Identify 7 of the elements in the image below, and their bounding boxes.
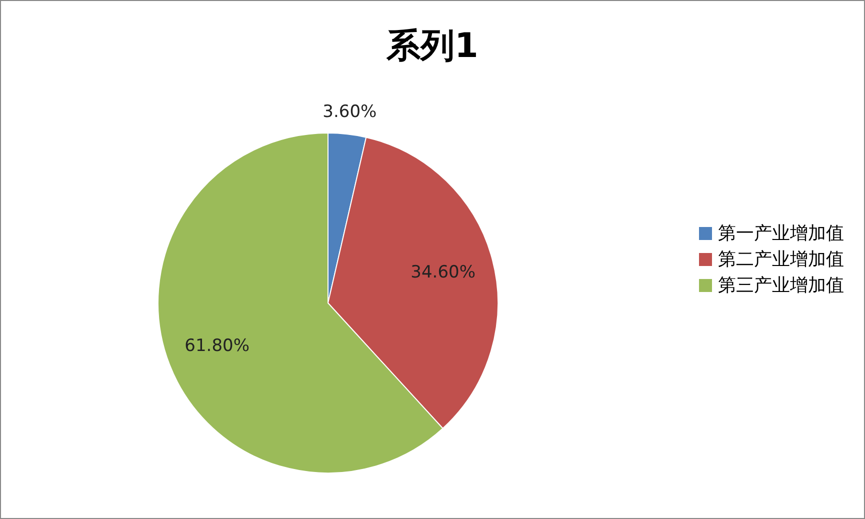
legend-label: 第三产业增加值 <box>718 274 844 298</box>
legend-label: 第一产业增加值 <box>718 222 844 246</box>
data-label: 34.60% <box>410 262 476 283</box>
data-label: 3.60% <box>322 102 377 122</box>
chart-title: 系列1 <box>385 25 480 68</box>
legend-label: 第二产业增加值 <box>718 248 844 272</box>
data-label: 61.80% <box>184 336 250 356</box>
